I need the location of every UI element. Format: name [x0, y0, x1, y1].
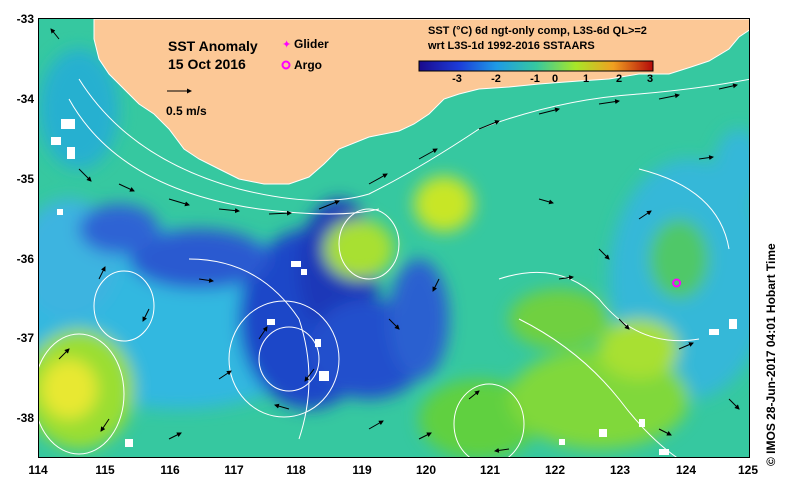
- glider-symbol: ✦: [282, 39, 291, 51]
- lon-tick-label: 120: [406, 463, 446, 477]
- lon-tick-label: 117: [214, 463, 254, 477]
- colorbar-tick-label: -2: [486, 73, 506, 85]
- lon-tick-label: 124: [666, 463, 706, 477]
- lon-tick-label: 115: [85, 463, 125, 477]
- map-date: 15 Oct 2016: [168, 56, 246, 73]
- colorbar-tick-label: 3: [640, 73, 660, 85]
- lon-tick-label: 122: [535, 463, 575, 477]
- lat-tick-label: -33: [0, 12, 34, 26]
- lon-tick-label: 121: [470, 463, 510, 477]
- glider-legend-label: Glider: [294, 37, 329, 51]
- colorbar-tick-label: 0: [545, 73, 565, 85]
- lon-tick-label: 125: [728, 463, 768, 477]
- lon-tick-label: 114: [18, 463, 58, 477]
- lon-tick-label: 123: [600, 463, 640, 477]
- colorbar-tick-label: -1: [525, 73, 545, 85]
- colorbar-tick-label: -3: [447, 73, 467, 85]
- colorbar-tick-label: 2: [609, 73, 629, 85]
- lon-tick-label: 116: [150, 463, 190, 477]
- imos-credit: © IMOS 28-Jun-2017 04:01 Hobart Time: [764, 243, 778, 466]
- lat-tick-label: -34: [0, 92, 34, 106]
- lat-tick-label: -35: [0, 172, 34, 186]
- colorbar-tick-label: 1: [576, 73, 596, 85]
- argo-legend-label: Argo: [294, 58, 322, 72]
- colorbar: [419, 61, 653, 71]
- lon-tick-label: 118: [276, 463, 316, 477]
- colorbar-title-line1: SST (°C) 6d ngt-only comp, L3S-6d QL>=2: [428, 25, 647, 37]
- lat-tick-label: -37: [0, 331, 34, 345]
- scale-label: 0.5 m/s: [166, 104, 207, 118]
- colorbar-title-line2: wrt L3S-1d 1992-2016 SSTAARS: [428, 40, 595, 52]
- map-title: SST Anomaly: [168, 38, 258, 55]
- lat-tick-label: -36: [0, 252, 34, 266]
- lat-tick-label: -38: [0, 411, 34, 425]
- lon-tick-label: 119: [342, 463, 382, 477]
